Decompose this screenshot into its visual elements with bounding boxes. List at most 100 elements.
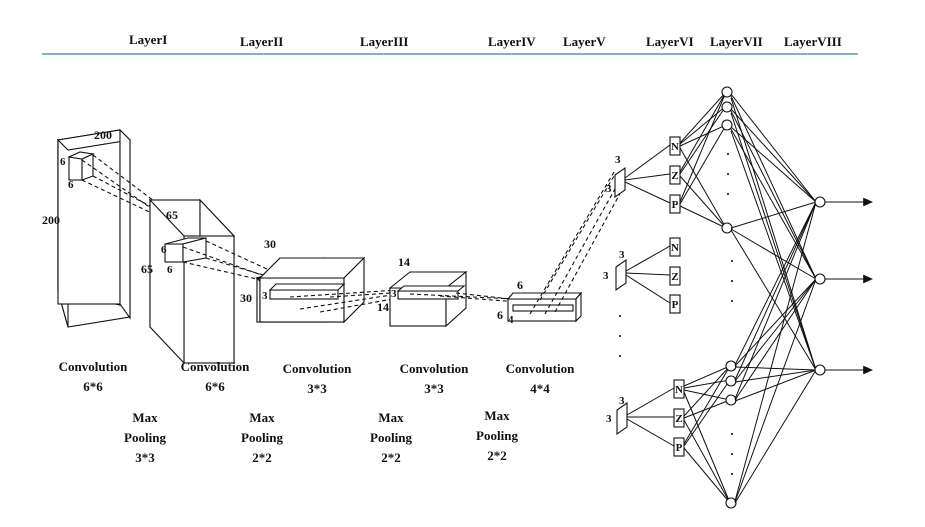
rule-ellipsis-8: · <box>730 446 734 461</box>
conv3-height-label: 14 <box>377 300 389 314</box>
conv2-kernel-label: 3 <box>262 290 268 302</box>
rule-ellipsis-5: · <box>730 273 734 288</box>
membership-n-label: N <box>671 141 679 153</box>
operation-5-name: Convolution <box>506 361 575 376</box>
pool1-width-label: 65 <box>166 208 178 222</box>
layer-8-label: LayerVIII <box>784 34 842 49</box>
pooling-2-line2: Pooling <box>241 430 283 445</box>
rule-node <box>721 86 733 98</box>
pooling-3-line2: Pooling <box>370 430 412 445</box>
rule-ellipsis-4: · <box>730 253 734 268</box>
layer-2-label: LayerII <box>240 34 283 49</box>
fuzzy-input-1-a: 3 <box>615 154 621 166</box>
membership-group-3: N Z P <box>673 379 685 457</box>
conv4-height-label: 6 <box>497 308 503 322</box>
membership-p-label: P <box>672 199 679 211</box>
membership-box <box>669 266 681 286</box>
rule-ellipsis-2: · <box>726 166 730 181</box>
pooling-4-line1: Max <box>484 408 510 423</box>
rule-node <box>725 394 737 406</box>
rule-ellipsis-7: · <box>730 426 734 441</box>
conv2-width-label: 30 <box>264 237 276 251</box>
fuzzy-input-2-b: 3 <box>603 270 609 282</box>
pooling-3-size: 2*2 <box>381 450 401 465</box>
membership-group-2: N Z P <box>669 237 681 314</box>
operation-1-name: Convolution <box>59 359 128 374</box>
membership-p-label: P <box>672 299 679 311</box>
layer-3-label: LayerIII <box>360 34 408 49</box>
pooling-1-size: 3*3 <box>135 450 155 465</box>
operation-captions: Convolution 6*6 Convolution 6*6 Convolut… <box>59 359 575 396</box>
conv4-volume: 6 6 4 <box>497 278 583 326</box>
conv3-volume: 14 14 3 <box>377 255 468 328</box>
fuzzy-ellipsis-2: · <box>618 328 622 343</box>
membership-group-1: N Z P <box>669 136 681 214</box>
membership-z-label: Z <box>671 271 678 283</box>
pooling-captions: Max Pooling 3*3 Max Pooling 2*2 Max Pool… <box>124 408 518 465</box>
rule-ellipsis-6: · <box>730 293 734 308</box>
membership-box <box>669 294 681 314</box>
membership-box <box>673 437 685 457</box>
input-kernel-a-label: 6 <box>60 156 66 168</box>
layer-header: LayerI LayerII LayerIII LayerIV LayerV L… <box>42 32 858 55</box>
membership-z-label: Z <box>675 413 682 425</box>
membership-box <box>673 379 685 399</box>
fuzzy-ellipsis-1: · <box>618 308 622 323</box>
pooling-4-line2: Pooling <box>476 428 518 443</box>
membership-n-label: N <box>675 384 683 396</box>
membership-to-rule-edges <box>679 91 731 504</box>
fuzzy-input-1-b: 3 <box>606 183 612 195</box>
input-kernel-b-label: 6 <box>68 179 74 191</box>
rule-ellipsis-1: · <box>726 146 730 161</box>
conv4-kernel-label: 4 <box>508 314 514 326</box>
pool1-volume: 65 65 6 6 <box>141 198 236 365</box>
rule-ellipsis-9: · <box>730 466 734 481</box>
rule-node <box>725 375 737 387</box>
rule-node <box>721 222 733 234</box>
conv4-width-label: 6 <box>517 278 523 292</box>
membership-z-label: Z <box>671 170 678 182</box>
membership-p-label: P <box>676 442 683 454</box>
operation-4-size: 3*3 <box>424 381 444 396</box>
operation-1-size: 6*6 <box>83 379 103 394</box>
rule-to-output-edges <box>730 93 817 504</box>
operation-5-size: 4*4 <box>530 381 550 396</box>
operation-4-name: Convolution <box>400 361 469 376</box>
layer-4-label: LayerIV <box>488 34 536 49</box>
rule-ellipsis-3: · <box>726 186 730 201</box>
pooling-2-size: 2*2 <box>252 450 272 465</box>
fuzzy-ellipsis-3: · <box>618 348 622 363</box>
pool1-height-label: 65 <box>141 262 153 276</box>
rule-node <box>725 360 737 372</box>
operation-2-size: 6*6 <box>205 379 225 394</box>
pooling-1-line1: Max <box>132 410 158 425</box>
conv3-kernel-label: 3 <box>391 288 397 300</box>
conv2-height-label: 30 <box>240 291 252 305</box>
pooling-1-line2: Pooling <box>124 430 166 445</box>
membership-n-label: N <box>671 242 679 254</box>
layer-6-label: LayerVI <box>646 34 694 49</box>
pool1-kernel-a-label: 6 <box>161 244 167 256</box>
output-nodes <box>814 196 874 376</box>
operation-3-name: Convolution <box>283 361 352 376</box>
input-height-label: 200 <box>42 213 60 227</box>
input-plane: 200 200 6 6 <box>42 128 132 328</box>
rule-node <box>721 101 733 113</box>
pooling-4-size: 2*2 <box>487 448 507 463</box>
conv3-to-conv4-projection <box>409 292 521 303</box>
pool1-kernel-b-label: 6 <box>167 264 173 276</box>
pooling-2-line1: Max <box>249 410 275 425</box>
input-width-label: 200 <box>94 128 112 142</box>
fuzzy-input-3-a: 3 <box>619 395 625 407</box>
input-to-pool1-projection <box>81 154 167 217</box>
output-node <box>814 273 826 285</box>
layer-7-label: LayerVII <box>710 34 763 49</box>
pooling-3-line1: Max <box>378 410 404 425</box>
layer-1-label: LayerI <box>129 32 167 47</box>
rule-node <box>725 497 737 509</box>
fuzzy-input-2-a: 3 <box>619 249 625 261</box>
conv4-to-fuzzy-projection <box>529 171 623 315</box>
membership-box <box>669 237 681 257</box>
